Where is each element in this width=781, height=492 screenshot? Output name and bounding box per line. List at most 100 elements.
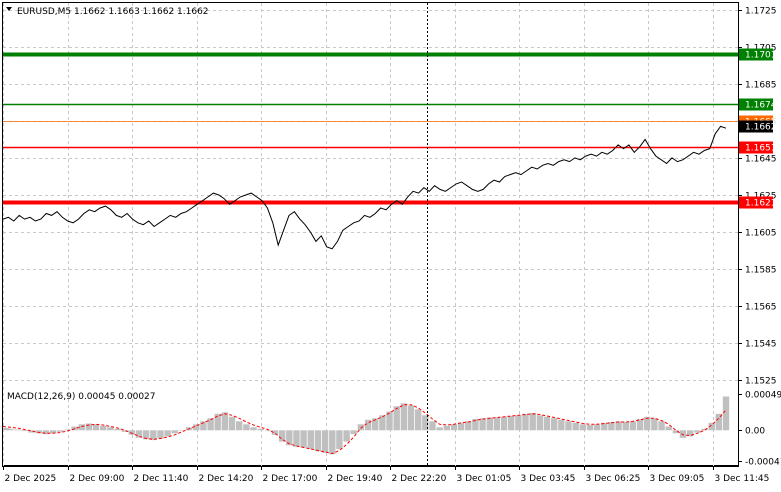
macd-bar (114, 429, 120, 431)
macd-bar (222, 412, 228, 430)
macd-bar (265, 430, 271, 431)
macd-bar (723, 397, 729, 431)
macd-bar (129, 430, 135, 435)
macd-bar (658, 421, 664, 430)
x-tick-label: 3 Dec 01:05 (457, 474, 512, 484)
x-tick-label: 3 Dec 06:25 (586, 474, 641, 484)
y-tick-label: 1.1585 (745, 266, 777, 276)
macd-bar (494, 418, 500, 431)
symbol-header[interactable]: EURUSD,M5 1.1662 1.1663 1.1662 1.1662 (6, 7, 209, 17)
macd-bar (215, 414, 221, 431)
macd-layer (3, 397, 729, 455)
macd-bar (587, 425, 593, 430)
macd-bar (429, 421, 435, 430)
macd-bar (358, 424, 364, 430)
macd-bar (351, 430, 357, 434)
macd-bar (336, 430, 342, 449)
price-line (3, 126, 726, 248)
macd-bar (551, 418, 557, 430)
macd-bar (415, 409, 421, 430)
macd-bar (580, 424, 586, 430)
macd-bar (623, 422, 629, 430)
x-tick-label: 2 Dec 22:20 (392, 474, 447, 484)
x-tick-label: 3 Dec 03:45 (521, 474, 576, 484)
macd-bar (544, 417, 550, 431)
macd-bar (243, 424, 249, 430)
macd-bar (680, 430, 686, 438)
macd-bar (651, 418, 657, 430)
macd-bar (100, 426, 106, 431)
macd-bar (394, 406, 400, 430)
levels-layer (3, 55, 738, 203)
macd-bar (322, 430, 328, 453)
x-tick-label: 3 Dec 11:45 (715, 474, 770, 484)
x-tick-label: 2 Dec 19:40 (328, 474, 383, 484)
macd-bar (479, 418, 485, 430)
macd-bar (172, 430, 178, 433)
macd-bar (458, 423, 464, 431)
x-tick-label: 2 Dec 09:00 (70, 474, 125, 484)
macd-tick-label: 0.00049 (745, 391, 781, 401)
macd-bar (93, 424, 99, 430)
macd-bar (236, 421, 242, 430)
macd-bar (508, 416, 514, 430)
macd-tick-label: 0.00 (745, 427, 765, 437)
y-tick-label: 1.1545 (745, 340, 777, 350)
macd-bar (451, 424, 457, 430)
y-tick-label: 1.1725 (745, 7, 777, 17)
symbol-info: EURUSD,M5 1.1662 1.1663 1.1662 1.1662 (17, 7, 209, 17)
bid-price-label: 1.1662 (745, 123, 777, 133)
macd-bar (343, 430, 349, 441)
macd-bar (107, 427, 113, 430)
level-price-label: 1.1651 (745, 144, 777, 154)
macd-bar (515, 415, 521, 430)
macd-bar (594, 424, 600, 430)
y-tick-label: 1.1645 (745, 155, 777, 165)
macd-bar (444, 426, 450, 431)
macd-bar (14, 430, 20, 431)
macd-bar (164, 430, 170, 436)
macd-bar (694, 430, 700, 432)
macd-bar (522, 414, 528, 431)
y-tick-label: 1.1685 (745, 81, 777, 91)
macd-bar (666, 427, 672, 431)
macd-bar (558, 420, 564, 431)
macd-bar (300, 430, 306, 447)
macd-bar (408, 406, 414, 431)
macd-bar (258, 429, 264, 431)
price-layer (3, 126, 726, 248)
macd-bar (315, 430, 321, 451)
macd-bar (279, 430, 285, 441)
macd-bar (21, 430, 27, 431)
macd-bar (573, 423, 579, 431)
macd-bar (436, 427, 442, 430)
level-price-label: 1.1701 (745, 51, 777, 61)
x-tick-label: 3 Dec 09:05 (650, 474, 705, 484)
x-tick-label: 2 Dec 17:00 (263, 474, 318, 484)
macd-bar (565, 421, 571, 430)
y-tick-label: 1.1525 (745, 377, 777, 387)
macd-bar (207, 418, 213, 430)
macd-label: MACD(12,26,9) 0.00045 0.00027 (7, 392, 156, 402)
x-tick-label: 2 Dec 11:40 (134, 474, 189, 484)
macd-bar (501, 417, 507, 431)
macd-bar (293, 430, 299, 447)
macd-bar (7, 429, 13, 431)
macd-bar (329, 430, 335, 454)
macd-bar (537, 415, 543, 430)
macd-bar (487, 418, 493, 431)
y-tick-label: 1.1565 (745, 303, 777, 313)
macd-bar (250, 427, 256, 430)
macd-bar (465, 421, 471, 430)
macd-bar (229, 417, 235, 431)
x-tick-label: 2 Dec 2025 (5, 474, 57, 484)
level-price-label: 1.1621 (745, 199, 777, 209)
x-tick-label: 2 Dec 14:20 (199, 474, 254, 484)
level-price-label: 1.1674 (745, 101, 777, 111)
macd-bar (286, 430, 292, 445)
macd-bar (308, 430, 314, 449)
macd-bar (530, 413, 536, 430)
